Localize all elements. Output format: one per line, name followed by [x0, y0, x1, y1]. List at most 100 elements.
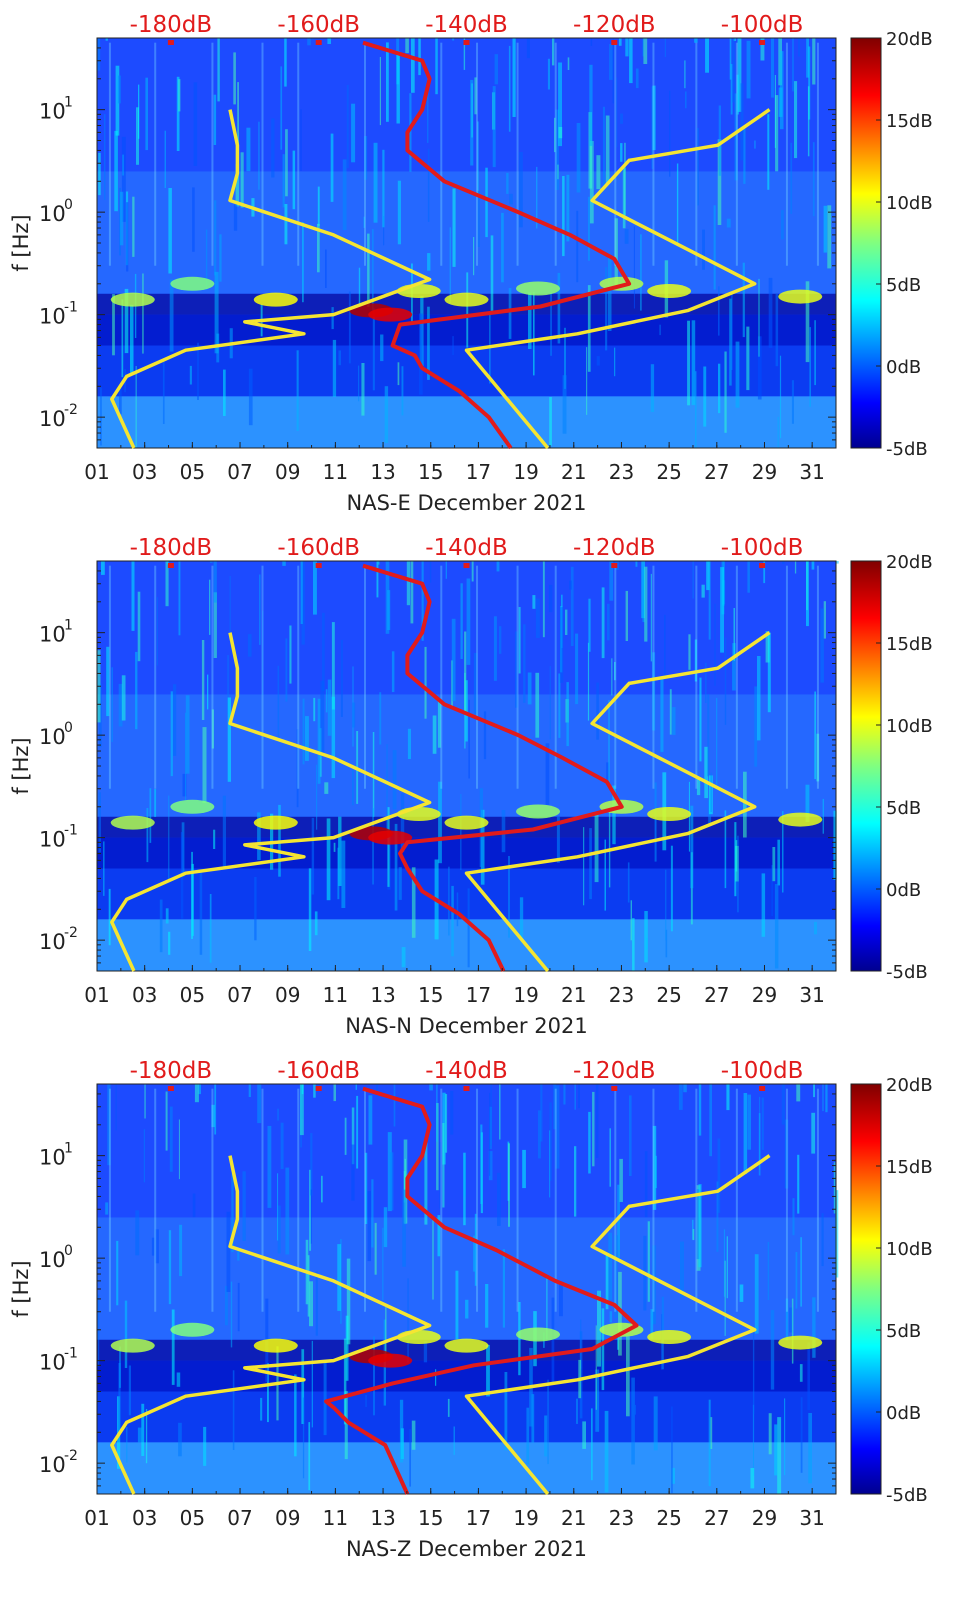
- heatmap-cell: [205, 229, 208, 290]
- heatmap-streak: [297, 42, 300, 266]
- heatmap-cell: [614, 1235, 618, 1318]
- heatmap-cell: [338, 816, 342, 886]
- heatmap-cell: [203, 1426, 207, 1466]
- heatmap-cell: [737, 38, 742, 112]
- heatmap-cell: [724, 637, 727, 725]
- heatmap-cell: [499, 626, 502, 654]
- heatmap-cell: [701, 584, 705, 598]
- heatmap-cell: [676, 163, 679, 247]
- heatmap-cell: [574, 1146, 577, 1217]
- heatmap-cell: [690, 852, 693, 925]
- heatmap-cell: [363, 216, 365, 228]
- heatmap-cell: [352, 769, 354, 806]
- heatmap-cell: [724, 1260, 726, 1336]
- heatmap-streak: [614, 565, 617, 789]
- heatmap-cell: [198, 1084, 201, 1095]
- y-tick-label: 10-2: [39, 402, 78, 431]
- heatmap-streak: [614, 42, 617, 266]
- heatmap-cell: [698, 1184, 702, 1268]
- heatmap-cell: [411, 1420, 416, 1450]
- heatmap-cell: [605, 1254, 609, 1310]
- heatmap-cell: [141, 1403, 145, 1456]
- heatmap-streak: [695, 1088, 698, 1312]
- heatmap-cell: [178, 79, 181, 112]
- heatmap-cell: [789, 1307, 793, 1333]
- heatmap-cell: [211, 709, 214, 749]
- heatmap-cell: [168, 188, 172, 274]
- heatmap-cell: [547, 58, 550, 90]
- heatmap-cell: [596, 155, 601, 190]
- heatmap-cell: [569, 580, 572, 590]
- colorbar-tick-label: 15dB: [886, 1157, 933, 1178]
- heatmap-cell: [316, 764, 318, 830]
- heatmap-band: [97, 1084, 836, 1218]
- heatmap-cell: [765, 631, 770, 663]
- x-tick-label: 21: [561, 1506, 586, 1530]
- heatmap-cell: [257, 1084, 262, 1124]
- heatmap-streak: [516, 1088, 519, 1312]
- heatmap-cell: [617, 1333, 619, 1350]
- heatmap-cell: [407, 728, 411, 759]
- heatmap-cell: [326, 818, 331, 901]
- heatmap-cell: [310, 1189, 312, 1244]
- heatmap-cell: [137, 591, 141, 662]
- heatmap-cell: [558, 62, 562, 147]
- y-tick-label: 101: [39, 95, 73, 124]
- series-station-psd-median: [324, 1086, 639, 1495]
- heatmap-streak: [614, 1088, 617, 1312]
- x-tick-label: 11: [323, 1506, 348, 1530]
- x-axis-label: NAS-Z December 2021: [346, 1537, 587, 1561]
- heatmap-cell: [373, 1336, 375, 1416]
- heatmap-cell: [522, 1149, 526, 1189]
- colorbar-tick-label: -5dB: [886, 439, 928, 460]
- y-axis-label: f [Hz]: [9, 737, 33, 794]
- heatmap-cell: [439, 1142, 442, 1209]
- heatmap-cell: [389, 1152, 394, 1211]
- heatmap-cell: [400, 1428, 404, 1460]
- heatmap-streak: [652, 565, 655, 789]
- heatmap-cell: [595, 1084, 599, 1158]
- heatmap-cell: [242, 1171, 246, 1241]
- heatmap-streak: [211, 565, 214, 789]
- heatmap-cell: [589, 141, 594, 224]
- heatmap-cell: [716, 1181, 719, 1252]
- heatmap-cell: [330, 133, 334, 202]
- heatmap-cell: [342, 159, 347, 230]
- heatmap-cell: [194, 1084, 199, 1103]
- heatmap-cell: [669, 689, 672, 735]
- heatmap-cell: [396, 51, 400, 124]
- heatmap-streak: [440, 1088, 443, 1312]
- top-db-label: -100dB: [721, 1058, 804, 1084]
- heatmap-cell: [625, 590, 628, 641]
- heatmap-streak: [261, 565, 264, 789]
- heatmap-cell: [367, 1191, 371, 1262]
- y-tick-exponent: 1: [64, 95, 73, 111]
- heatmap-cell: [105, 38, 108, 41]
- heatmap-cell: [634, 1404, 636, 1415]
- heatmap-cell: [406, 561, 410, 606]
- heatmap-streak: [554, 42, 557, 266]
- x-tick-label: 31: [799, 983, 824, 1007]
- heatmap-cell: [435, 1369, 437, 1386]
- x-tick-label: 01: [84, 460, 109, 484]
- heatmap-cell: [296, 729, 299, 808]
- y-tick-exponent: 0: [64, 1243, 73, 1259]
- heatmap-cell: [309, 1281, 313, 1327]
- heatmap-cell: [307, 1255, 310, 1317]
- heatmap-cell: [654, 816, 656, 845]
- heatmap-cell: [718, 105, 721, 176]
- heatmap-cell: [726, 218, 731, 228]
- y-tick-base: 10: [39, 828, 66, 852]
- heatmap-cell: [794, 561, 797, 574]
- x-tick-label: 13: [370, 1506, 395, 1530]
- heatmap-cell: [808, 46, 811, 120]
- y-tick-label: 100: [39, 1243, 73, 1272]
- heatmap-streak: [785, 42, 788, 266]
- heatmap-cell: [617, 1184, 620, 1258]
- heatmap-cell: [820, 608, 824, 683]
- x-tick-label: 07: [227, 460, 252, 484]
- heatmap-streak: [297, 565, 300, 789]
- heatmap-cell: [118, 1363, 121, 1435]
- heatmap-cell: [162, 359, 165, 424]
